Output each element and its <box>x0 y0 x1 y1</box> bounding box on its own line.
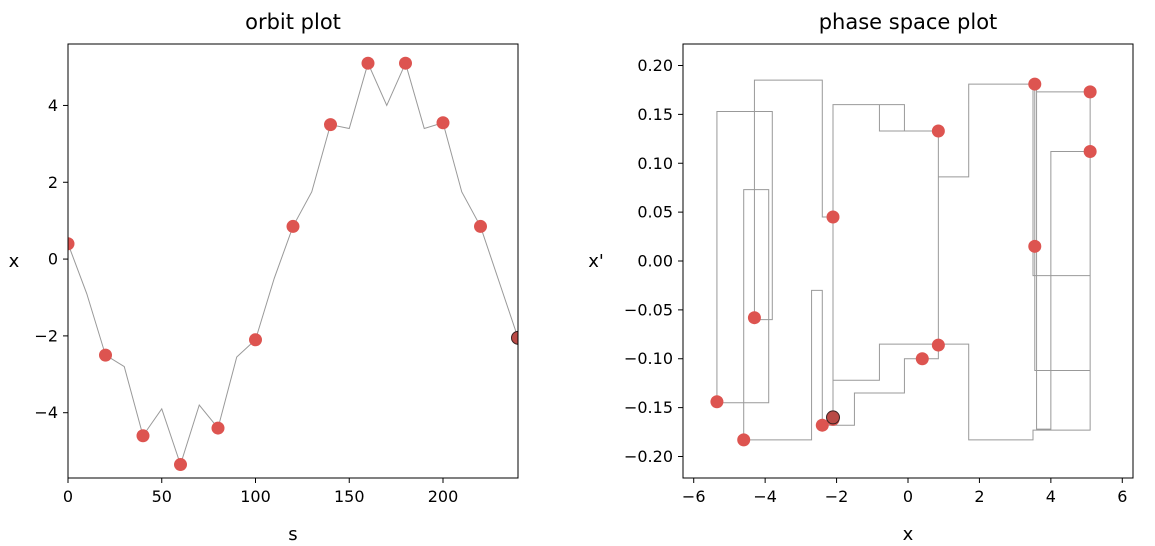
phase-data-point <box>931 124 945 138</box>
orbit-x-tick-label: 200 <box>428 487 459 506</box>
phase-data-point <box>915 352 929 366</box>
phase-x-tick-label: 0 <box>903 487 913 506</box>
orbit-data-point <box>436 116 450 130</box>
orbit-axes-frame <box>67 43 519 479</box>
orbit-data-point <box>361 56 375 70</box>
orbit-y-tick-label: −4 <box>34 403 58 422</box>
orbit-y-tick-label: 2 <box>48 173 58 192</box>
phase-y-axis-label: x' <box>588 251 604 272</box>
phase-y-tick-label: 0.20 <box>637 56 673 75</box>
phase-x-tick-label: 4 <box>1046 487 1056 506</box>
orbit-data-point <box>399 56 412 70</box>
phase-y-tick-label: 0.15 <box>637 105 673 124</box>
orbit-data-point <box>286 219 300 233</box>
orbit-y-axis-label: x <box>9 251 20 272</box>
orbit-y-tick-label: −2 <box>34 326 58 345</box>
orbit-y-tick-label: 4 <box>48 96 58 115</box>
orbit-title: orbit plot <box>245 10 341 34</box>
phase-highlight-point <box>826 410 840 425</box>
orbit-data-point <box>68 237 75 251</box>
orbit-x-tick-label: 0 <box>63 487 73 506</box>
phase-data-point <box>815 418 829 432</box>
orbit-data-point <box>249 333 262 347</box>
orbit-x-tick-label: 50 <box>152 487 172 506</box>
phase-data-point <box>1083 145 1097 159</box>
phase-data-point <box>1028 239 1042 253</box>
orbit-x-tick-label: 100 <box>240 487 271 506</box>
phase-plot-area <box>710 77 1097 447</box>
orbit-data-point <box>211 421 225 435</box>
phase-y-tick-label: 0.10 <box>637 154 673 173</box>
orbit-series-line <box>68 61 518 467</box>
orbit-data-point <box>474 219 487 233</box>
phase-data-point <box>1028 77 1042 91</box>
orbit-data-point <box>174 458 187 472</box>
phase-data-point <box>931 338 945 352</box>
orbit-x-tick-label: 150 <box>334 487 365 506</box>
phase-x-axis-label: x <box>903 524 914 545</box>
orbit-x-axis-label: s <box>288 524 297 545</box>
phase-x-tick-label: 2 <box>974 487 984 506</box>
phase-y-tick-label: −0.20 <box>624 447 673 466</box>
phase-y-tick-label: 0.00 <box>637 252 673 271</box>
orbit-highlight-point <box>511 330 518 345</box>
orbit-plot-panel: 0 50 100 150 200 −4 −2 0 2 4 orbit plot s x <box>9 10 519 545</box>
phase-x-tick-label: −4 <box>753 487 777 506</box>
orbit-data-point <box>324 118 337 132</box>
phase-data-point <box>747 311 761 325</box>
phase-y-tick-label: −0.15 <box>624 398 673 417</box>
orbit-y-tick-label: 0 <box>48 250 58 269</box>
phase-y-tick-label: −0.10 <box>624 349 673 368</box>
orbit-plot-area <box>68 56 518 472</box>
phase-axes-frame <box>682 43 1134 479</box>
phase-data-point <box>826 210 840 224</box>
orbit-data-point <box>99 348 112 362</box>
phase-y-tick-label: −0.05 <box>624 300 673 319</box>
phase-data-point <box>1083 85 1097 99</box>
phase-title: phase space plot <box>819 10 998 34</box>
phase-x-tick-label: −2 <box>825 487 849 506</box>
phase-data-point <box>737 433 751 447</box>
phase-space-plot-panel: −6 −4 −2 0 2 4 6 −0.20 −0.15 −0.10 −0.05 0.00 0.05 0.… <box>588 10 1134 545</box>
phase-x-tick-label: −6 <box>682 487 706 506</box>
phase-x-tick-label: 6 <box>1117 487 1127 506</box>
orbit-data-point <box>136 429 150 443</box>
phase-data-point <box>710 395 724 409</box>
phase-y-tick-label: 0.05 <box>637 203 673 222</box>
phase-series-line <box>716 79 1091 441</box>
